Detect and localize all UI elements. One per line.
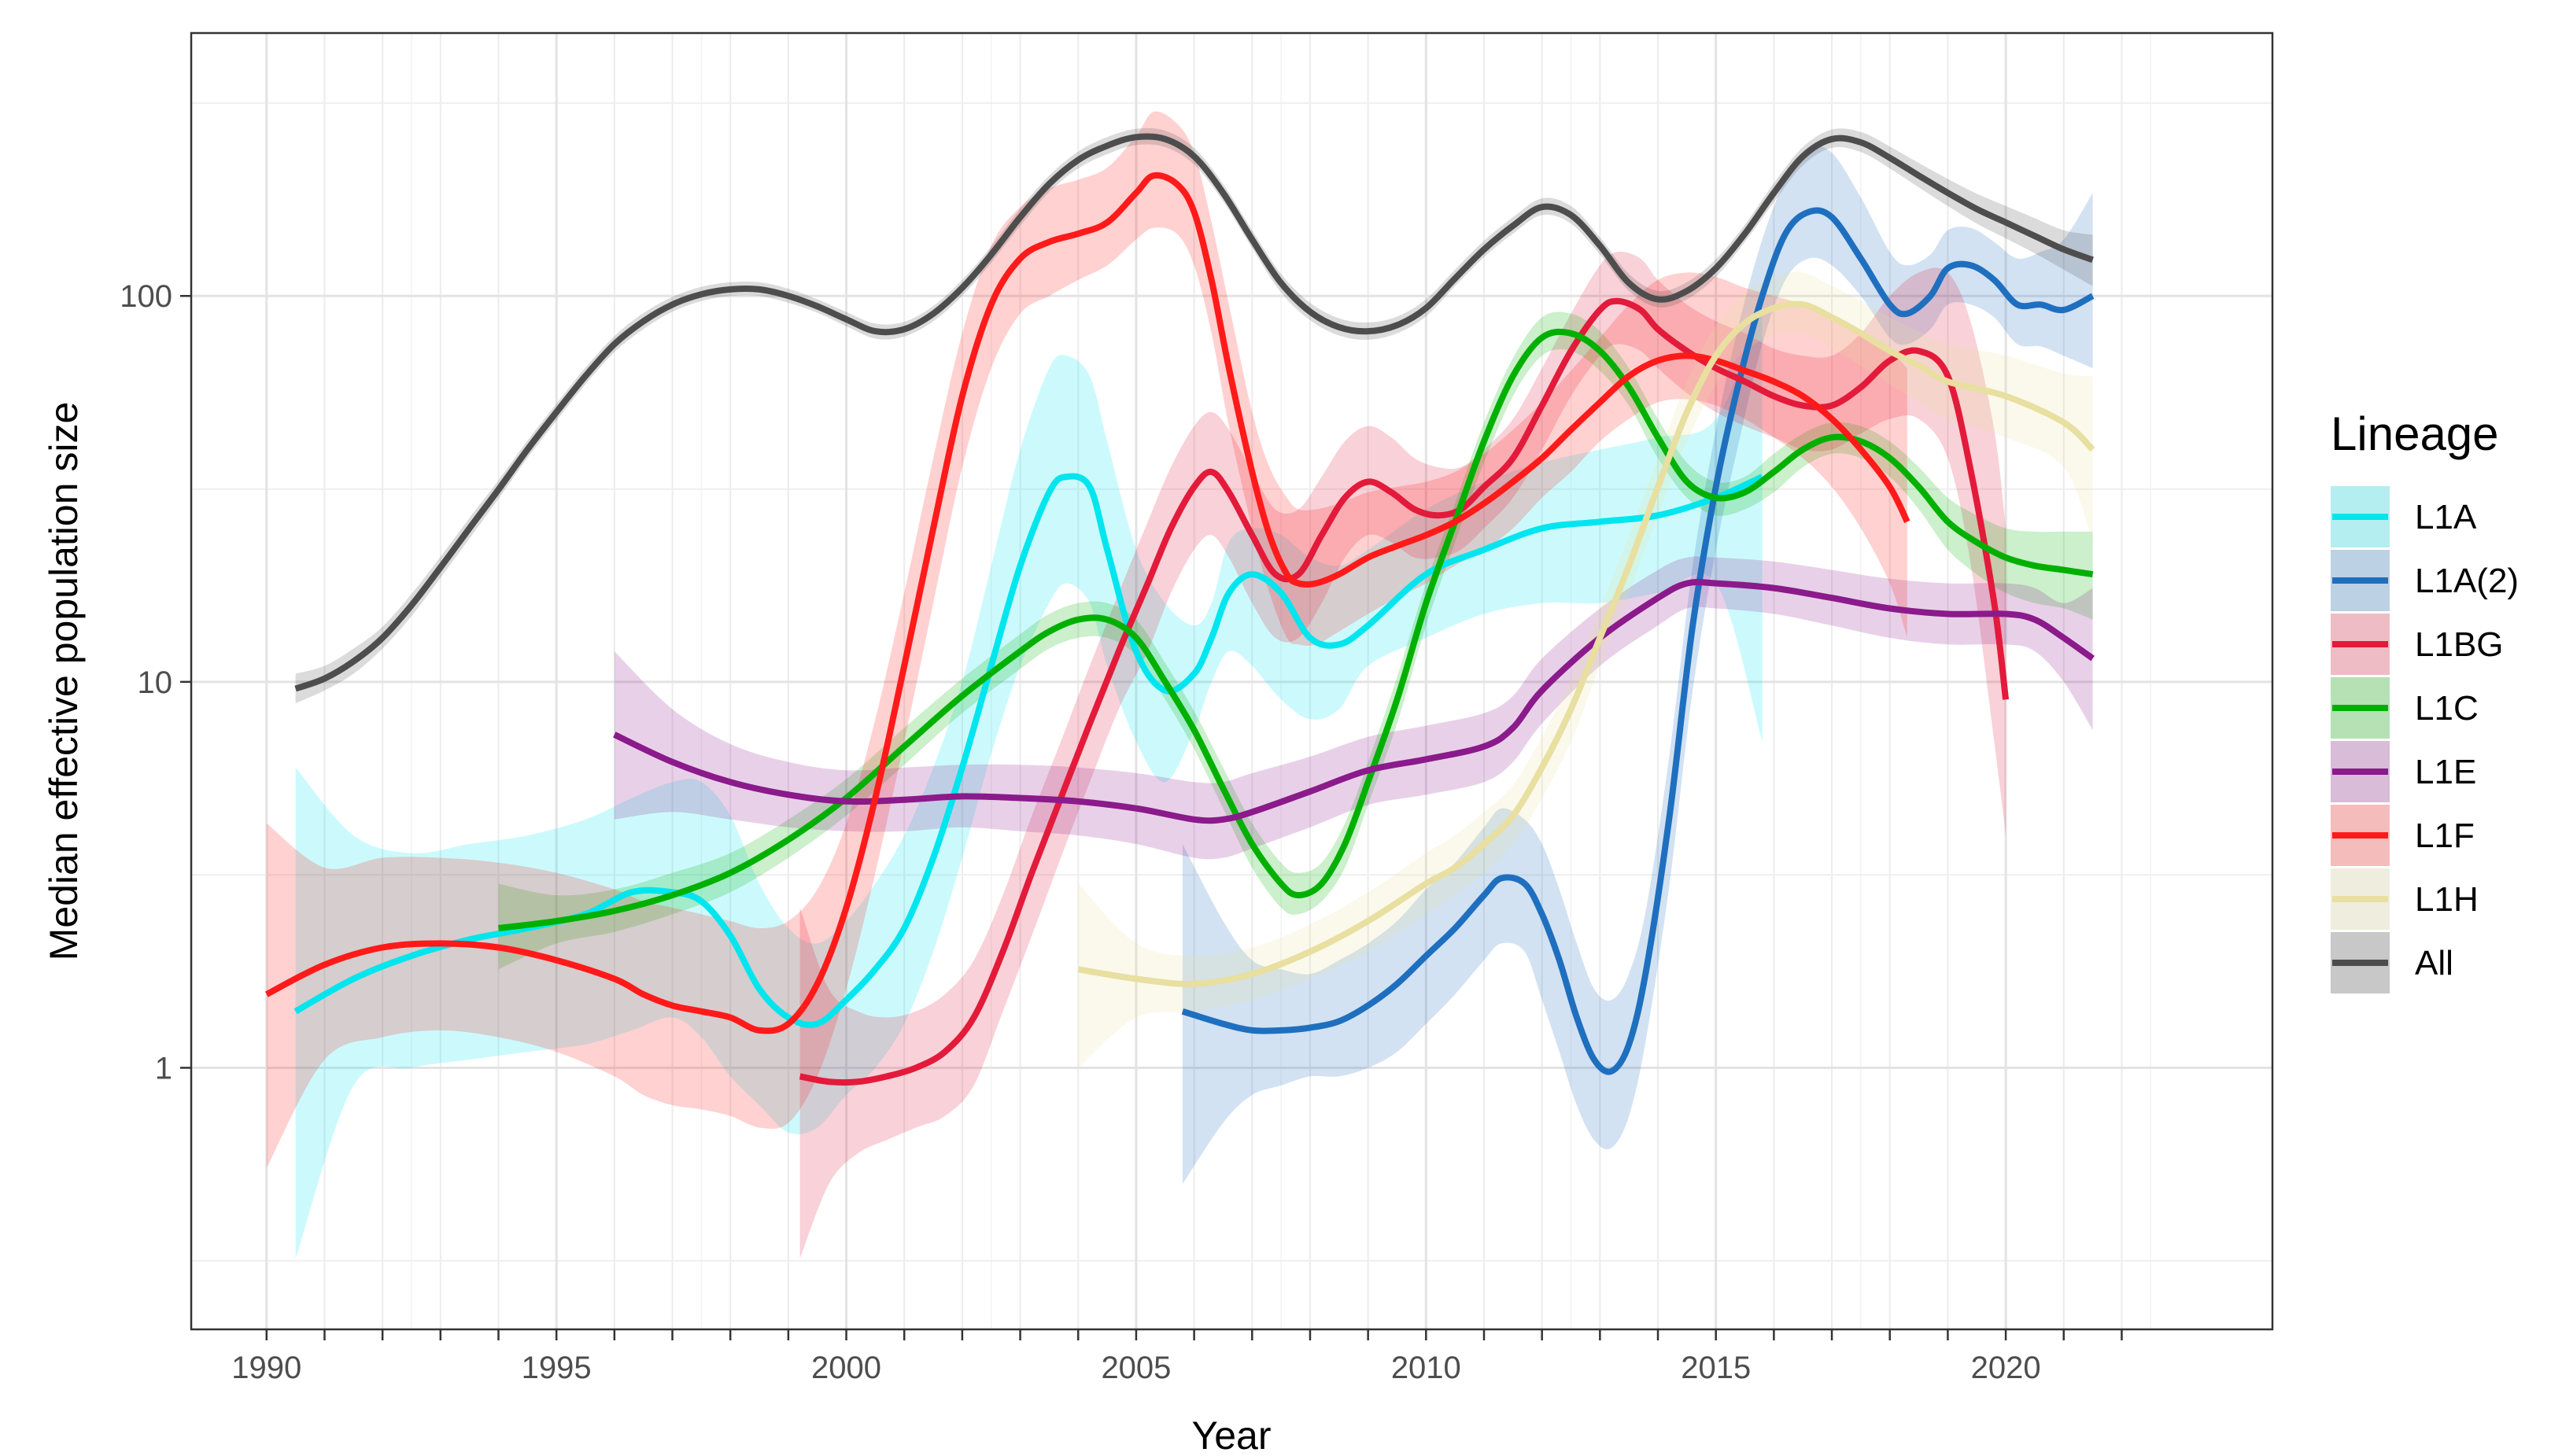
line-l1e [613,578,2095,824]
line-l1h [1077,300,2095,987]
line-l1bg [799,297,2010,1086]
band-l1a [295,304,1763,1259]
line-all [294,133,2094,692]
x-tick-label: 2000 [811,1351,881,1385]
gridlines [191,33,2272,1329]
x-tick-label: 1995 [522,1351,592,1385]
x-axis-label: Year [1191,1414,1271,1456]
y-axis-label: Median effective population size [42,402,86,961]
legend-item-all: All [2331,932,2453,993]
legend: Lineage L1A L1A(2) L1BG L1C L1E L1F L1H All [2331,407,2519,993]
legend-item-l1e: L1E [2331,741,2476,802]
legend-item-l1f: L1F [2331,805,2475,866]
legend-title: Lineage [2331,407,2499,460]
legend-label: L1F [2415,816,2475,855]
legend-label: L1A(2) [2415,562,2519,600]
y-tick-label: 1 [155,1051,172,1086]
y-tick-label: 10 [138,665,173,700]
legend-label: L1BG [2415,625,2504,664]
legend-item-l1h: L1H [2331,868,2479,930]
band-l1e [614,556,2093,860]
band-l1c [498,311,2093,970]
axes: 1990 1995 2000 2005 2010 2015 2020 1 10 100 [120,279,2123,1385]
legend-label: L1C [2415,689,2479,728]
x-tick-label: 2020 [1971,1351,2041,1385]
legend-item-l1c: L1C [2331,677,2479,739]
legend-item-l1bg: L1BG [2331,614,2504,675]
series-lines [264,133,2095,1086]
line-l1f [264,171,1910,1034]
x-tick-label: 2015 [1681,1351,1751,1385]
x-tick-label: 1990 [231,1351,301,1385]
legend-item-l1a-2: L1A(2) [2331,550,2519,611]
legend-label: L1E [2415,753,2476,791]
x-tick-label: 2005 [1101,1351,1171,1385]
band-l1bg [799,252,2006,1259]
x-tick-label: 2010 [1391,1351,1461,1385]
y-tick-label: 100 [120,279,172,314]
legend-label: All [2415,944,2453,982]
line-l1a [293,473,1764,1028]
legend-label: L1A [2415,498,2477,536]
band-l1a-2 [1182,146,2093,1185]
legend-label: L1H [2415,880,2479,919]
legend-item-l1a: L1A [2331,486,2477,547]
line-l1a-2 [1181,207,2095,1075]
